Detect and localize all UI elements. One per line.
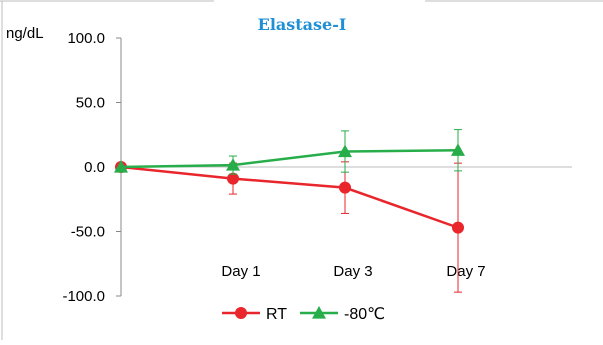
y-tick-label: 100.0	[67, 30, 105, 47]
chart-title: Elastase-I	[258, 15, 347, 34]
data-point	[338, 144, 352, 158]
legend-item: RT	[222, 306, 287, 323]
series-rt	[115, 161, 464, 293]
y-tick-label: 50.0	[76, 95, 105, 112]
series-line	[120, 165, 459, 229]
legend-label: RT	[266, 306, 287, 323]
y-tick-label: -100.0	[62, 288, 105, 305]
y-tick-label: -50.0	[71, 224, 105, 241]
series-line	[120, 148, 459, 169]
y-axis-ticks: 100.0 50.0 0.0 -50.0 -100.0	[62, 30, 121, 305]
series-minus80	[114, 129, 465, 175]
y-tick-label: 0.0	[84, 159, 105, 176]
data-point	[226, 158, 240, 171]
legend: RT -80℃	[222, 306, 385, 323]
legend-label: -80℃	[344, 306, 385, 323]
legend-item: -80℃	[300, 306, 385, 323]
x-axis-ticks: Day 1 Day 3 Day 7	[221, 263, 485, 280]
x-tick-label: Day 1	[221, 263, 260, 280]
legend-marker	[235, 307, 247, 319]
data-point	[339, 181, 351, 194]
data-point	[452, 221, 464, 234]
x-tick-label: Day 3	[333, 263, 372, 280]
legend-marker	[312, 306, 326, 319]
series-layer	[114, 129, 465, 293]
data-point	[114, 160, 128, 173]
x-tick-label: Day 7	[446, 263, 485, 280]
data-point	[451, 143, 465, 156]
y-axis-unit-label: ng/dL	[6, 25, 44, 42]
data-point	[227, 172, 239, 185]
